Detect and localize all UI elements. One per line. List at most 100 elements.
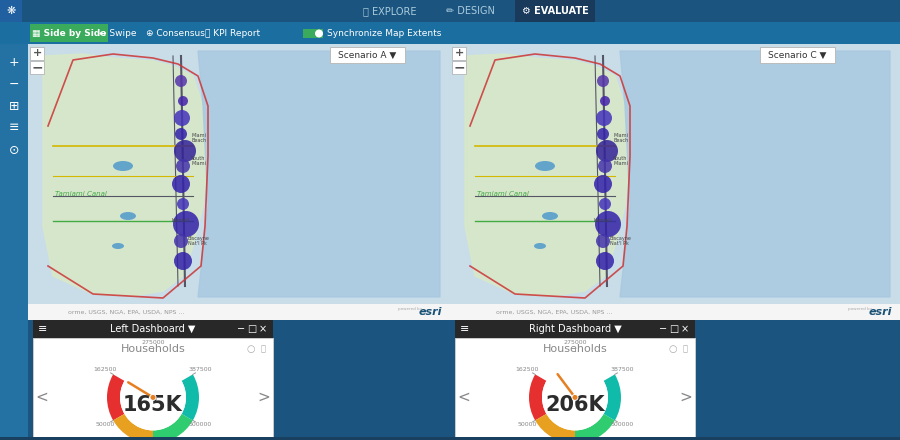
Text: 50000: 50000 <box>95 422 115 427</box>
Text: Scenario C ▼: Scenario C ▼ <box>768 51 826 59</box>
Text: □: □ <box>670 324 679 334</box>
FancyBboxPatch shape <box>28 304 900 320</box>
Text: 500000: 500000 <box>611 422 634 427</box>
Text: +: + <box>9 55 19 69</box>
Text: Households: Households <box>543 344 608 354</box>
Text: 275000: 275000 <box>563 340 587 345</box>
Text: >: > <box>680 390 692 405</box>
Circle shape <box>120 364 186 430</box>
Text: 🗑: 🗑 <box>260 345 265 353</box>
Circle shape <box>597 75 609 87</box>
Text: 🗺 EXPLORE: 🗺 EXPLORE <box>364 6 417 16</box>
Text: ↔ Swipe: ↔ Swipe <box>99 29 137 37</box>
Circle shape <box>596 110 612 126</box>
Text: Synchronize Map Extents: Synchronize Map Extents <box>327 29 441 37</box>
Text: ❋: ❋ <box>6 6 15 16</box>
Text: Miami
Beach: Miami Beach <box>613 132 628 143</box>
Circle shape <box>596 234 610 248</box>
Circle shape <box>178 96 188 106</box>
Text: Households: Households <box>121 344 185 354</box>
Wedge shape <box>113 414 153 440</box>
Circle shape <box>172 175 190 193</box>
Text: Right Dashboard ▼: Right Dashboard ▼ <box>528 324 621 334</box>
Text: esri: esri <box>868 307 892 317</box>
FancyBboxPatch shape <box>28 44 450 304</box>
Wedge shape <box>529 374 546 420</box>
Text: Tamiami Canal: Tamiami Canal <box>55 191 107 197</box>
Text: 275000: 275000 <box>141 340 165 345</box>
Circle shape <box>597 128 609 140</box>
Ellipse shape <box>534 243 546 249</box>
Text: 📋 KPI Report: 📋 KPI Report <box>205 29 261 37</box>
Text: ≡: ≡ <box>9 121 19 135</box>
FancyBboxPatch shape <box>30 61 44 74</box>
Circle shape <box>572 394 578 400</box>
Text: esri: esri <box>418 307 442 317</box>
Circle shape <box>596 140 618 162</box>
FancyBboxPatch shape <box>330 47 405 63</box>
Ellipse shape <box>112 243 124 249</box>
Text: ○: ○ <box>669 344 677 354</box>
Wedge shape <box>575 414 615 440</box>
Polygon shape <box>620 51 890 297</box>
Circle shape <box>594 175 612 193</box>
Text: □: □ <box>248 324 256 334</box>
FancyBboxPatch shape <box>0 22 900 44</box>
Text: 500000: 500000 <box>189 422 212 427</box>
Wedge shape <box>536 414 575 440</box>
Text: −: − <box>32 60 43 74</box>
Text: Miami
Beach: Miami Beach <box>191 132 206 143</box>
Polygon shape <box>465 54 630 296</box>
Text: South
Miami: South Miami <box>613 156 628 166</box>
Text: 162500: 162500 <box>516 367 539 372</box>
Circle shape <box>598 159 612 173</box>
Text: −: − <box>9 77 19 91</box>
Text: ⊕ Consensus: ⊕ Consensus <box>146 29 204 37</box>
Polygon shape <box>198 51 440 297</box>
Text: 50000: 50000 <box>518 422 537 427</box>
Text: +: + <box>454 48 464 59</box>
Circle shape <box>595 211 621 237</box>
Ellipse shape <box>120 212 136 220</box>
Ellipse shape <box>542 212 558 220</box>
Text: Left Dashboard ▼: Left Dashboard ▼ <box>111 324 195 334</box>
Text: 206K: 206K <box>545 396 605 415</box>
Text: ×: × <box>259 324 267 334</box>
Circle shape <box>175 75 187 87</box>
Text: 387500: 387500 <box>611 367 634 372</box>
Circle shape <box>177 198 189 210</box>
FancyBboxPatch shape <box>30 24 108 42</box>
Text: Biscayne
Nat'l Pk: Biscayne Nat'l Pk <box>188 235 210 246</box>
Wedge shape <box>107 374 124 420</box>
Text: Tamiami Canal: Tamiami Canal <box>477 191 529 197</box>
FancyBboxPatch shape <box>450 44 900 304</box>
Circle shape <box>599 198 611 210</box>
Polygon shape <box>43 54 208 296</box>
Ellipse shape <box>113 161 133 171</box>
Text: ✏ DESIGN: ✏ DESIGN <box>446 6 494 16</box>
Circle shape <box>315 29 323 37</box>
FancyBboxPatch shape <box>0 44 28 440</box>
Text: >: > <box>257 390 270 405</box>
Circle shape <box>150 394 156 400</box>
Text: −: − <box>659 324 667 334</box>
Text: Kendall: Kendall <box>171 219 189 224</box>
FancyBboxPatch shape <box>0 0 900 22</box>
Text: 162500: 162500 <box>94 367 117 372</box>
FancyBboxPatch shape <box>760 47 835 63</box>
Text: orme, USGS, NGA, EPA, USDA, NPS ...: orme, USGS, NGA, EPA, USDA, NPS ... <box>496 309 612 315</box>
Circle shape <box>596 252 614 270</box>
Text: ⚙ EVALUATE: ⚙ EVALUATE <box>522 6 589 16</box>
FancyBboxPatch shape <box>452 47 466 60</box>
Text: orme, USGS, NGA, EPA, USDA, NPS ...: orme, USGS, NGA, EPA, USDA, NPS ... <box>68 309 184 315</box>
Text: ⊞: ⊞ <box>9 99 19 113</box>
Text: ▦ Side by Side: ▦ Side by Side <box>32 29 106 37</box>
Ellipse shape <box>535 161 555 171</box>
Text: −: − <box>237 324 245 334</box>
Text: Biscayne
Nat'l Pk: Biscayne Nat'l Pk <box>610 235 632 246</box>
FancyBboxPatch shape <box>33 320 273 338</box>
Text: ⊙: ⊙ <box>9 143 19 157</box>
Text: powered by: powered by <box>398 307 422 311</box>
Text: powered by: powered by <box>848 307 872 311</box>
Wedge shape <box>182 374 199 420</box>
